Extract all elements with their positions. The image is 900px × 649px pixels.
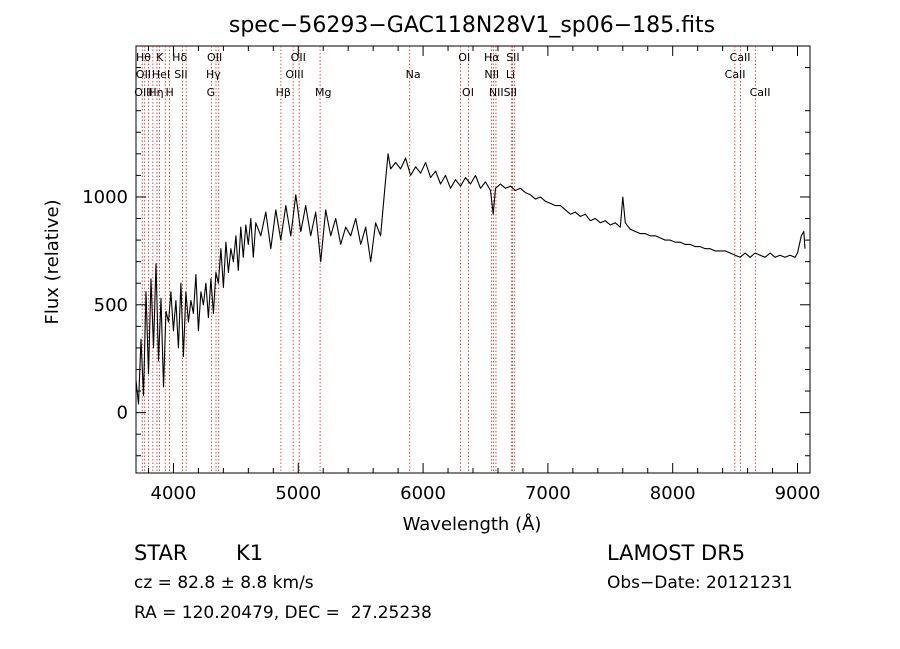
marker-label-26: CaII [750,86,771,99]
x-tick-label-0: 4000 [151,483,197,504]
series-layer [135,153,806,405]
object-subclass: K1 [236,541,264,565]
marker-label-24: OI [462,86,474,99]
spectrum-series-0 [135,153,806,405]
marker-label-11: SII [174,68,187,81]
line-marker-layer [141,46,756,473]
marker-label-16: Li [506,68,515,81]
coordinates-readout: RA = 120.20479, DEC = 27.25238 [134,603,432,623]
x-tick-label-3: 7000 [525,483,571,504]
marker-label-12: Hγ [206,68,221,81]
x-axis: 4000 5000 6000 7000 8000 9000 [147,46,821,504]
marker-label-17: CaII [725,68,746,81]
marker-label-13: OIII [285,68,303,81]
marker-label-5: OI [458,51,470,64]
marker-label-19: Hη [148,86,163,99]
marker-label-9: OII [136,68,151,81]
y-axis-label: Flux (relative) [42,199,63,324]
redshift-readout: cz = 82.8 ± 8.8 km/s [134,573,314,593]
survey-name: LAMOST DR5 [607,541,746,565]
x-tick-label-1: 5000 [275,483,321,504]
y-tick-label-0: 0 [117,403,128,424]
marker-label-10: HeI [152,68,170,81]
x-tick-label-5: 9000 [775,483,821,504]
marker-label-20: H [166,86,174,99]
marker-label-6: Hα [484,51,500,64]
marker-label-23: Mg [315,86,331,99]
y-tick-label-1: 500 [94,295,128,316]
marker-label-4: OII [291,51,306,64]
marker-label-1: K [156,51,164,64]
marker-label-22: Hβ [276,86,291,99]
marker-label-3: OII [207,51,222,64]
chart-title: spec−56293−GAC118N28V1_sp06−185.fits [229,13,715,38]
x-tick-label-2: 6000 [400,483,446,504]
observation-date: Obs−Date: 20121231 [607,573,793,593]
marker-label-21: G [207,86,216,99]
y-tick-label-2: 1000 [82,187,128,208]
marker-label-7: SII [506,51,519,64]
marker-label-2: Hδ [172,51,187,64]
marker-label-14: Na [406,68,421,81]
x-axis-label: Wavelength (Å) [403,513,542,535]
marker-label-18: OIII [134,86,152,99]
marker-label-15: NII [484,68,499,81]
y-axis: 0 500 1000 [82,45,810,457]
x-tick-label-4: 8000 [650,483,696,504]
marker-label-25: NIISII [489,86,517,99]
marker-label-8: CaII [730,51,751,64]
marker-label-0: Hθ [136,51,151,64]
object-class: STAR [134,541,188,565]
